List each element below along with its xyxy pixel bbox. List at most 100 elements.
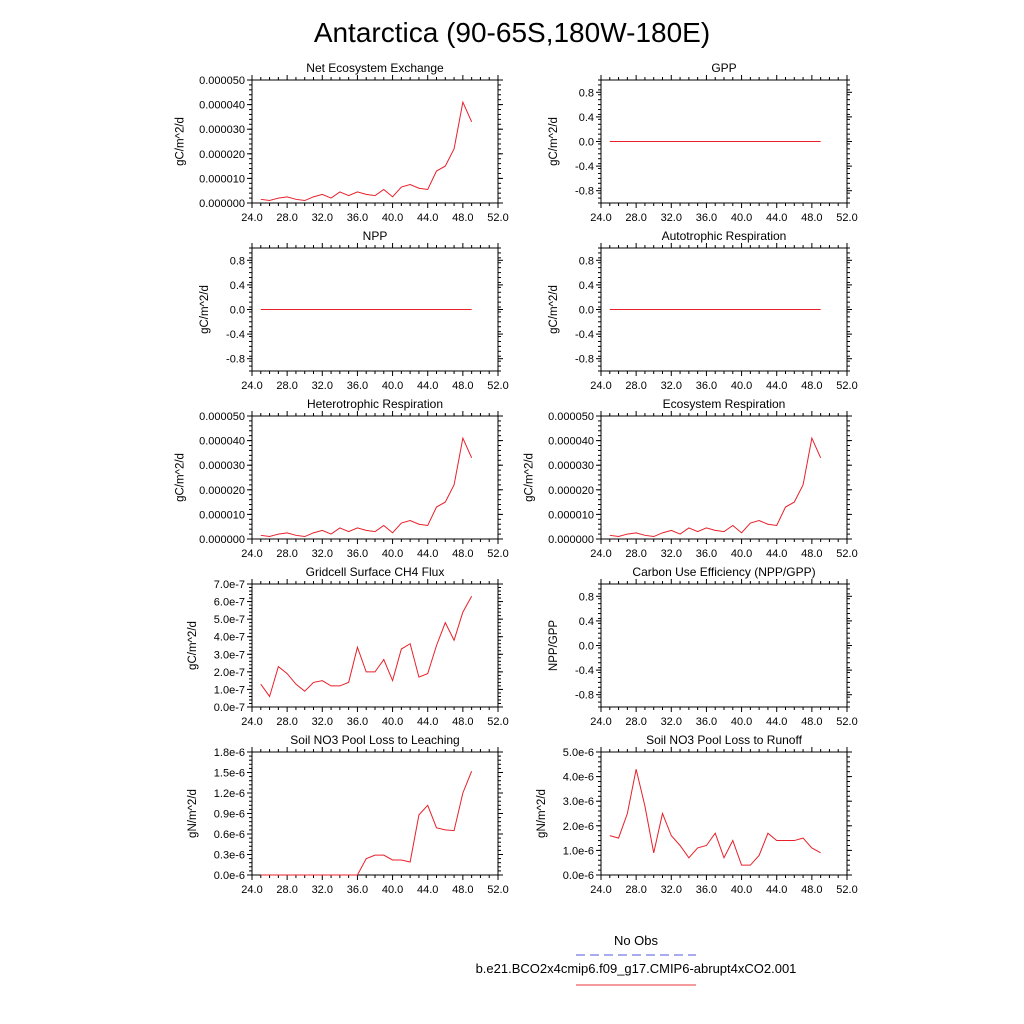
- y-tick-label: 0.8: [579, 255, 594, 267]
- x-tick-label: 32.0: [312, 716, 333, 728]
- x-tick-label: 44.0: [766, 548, 787, 560]
- panel-3: 24.0 28.0 32.0 36.0 40.0 44.0 48.0 52.0 -0.8 -0.4…: [548, 229, 858, 392]
- y-tick-label: 0.000050: [548, 411, 594, 423]
- y-tick-label: 0.3e-6: [214, 850, 245, 862]
- x-tick-label: 52.0: [836, 884, 857, 896]
- y-tick-label: 0.000010: [548, 509, 594, 521]
- x-tick-label: 24.0: [590, 884, 611, 896]
- panel-0: 24.0 28.0 32.0 36.0 40.0 44.0 48.0 52.0 0.000000…: [174, 61, 508, 224]
- y-tick-label: -0.4: [575, 665, 594, 677]
- y-tick-label: 0.000040: [199, 100, 245, 112]
- series-line: [260, 100, 473, 202]
- x-tick-label: 36.0: [347, 212, 368, 224]
- y-tick-label: 0.000000: [548, 534, 594, 546]
- x-tick-label: 24.0: [241, 884, 262, 896]
- x-tick-label: 44.0: [417, 212, 438, 224]
- legend: No Obs b.e21.BCO2x4cmip6.f09_g17.CMIP6-a…: [476, 933, 797, 986]
- panel-title: Soil NO3 Pool Loss to Leaching: [290, 733, 459, 747]
- x-tick-label: 24.0: [241, 548, 262, 560]
- panel-title: Heterotrophic Respiration: [307, 397, 443, 411]
- panel-title: Autotrophic Respiration: [662, 229, 787, 243]
- x-tick-label: 52.0: [836, 380, 857, 392]
- y-tick-label: 0.8: [579, 87, 594, 99]
- series-line: [260, 770, 473, 876]
- panel-9: 24.0 28.0 32.0 36.0 40.0 44.0 48.0 52.0 0.0e-6 1.…: [536, 733, 858, 896]
- x-tick-label: 52.0: [836, 212, 857, 224]
- y-tick-label: 3.0e-7: [214, 649, 245, 661]
- y-tick-label: 0.0: [579, 137, 594, 149]
- plot-frame: [600, 415, 848, 540]
- x-tick-label: 48.0: [452, 380, 473, 392]
- x-tick-label: 36.0: [347, 380, 368, 392]
- x-tick-label: 44.0: [766, 380, 787, 392]
- y-tick-label: 0.4: [230, 280, 245, 292]
- x-tick-label: 24.0: [241, 380, 262, 392]
- plot-frame: [251, 415, 499, 540]
- y-tick-label: -0.8: [575, 354, 594, 366]
- x-tick-label: 52.0: [836, 548, 857, 560]
- x-tick-label: 40.0: [731, 212, 752, 224]
- y-tick-label: 0.000040: [548, 436, 594, 448]
- y-tick-label: 0.0e-6: [214, 870, 245, 882]
- y-tick-label: 0.6e-6: [214, 829, 245, 841]
- x-tick-label: 44.0: [417, 380, 438, 392]
- x-tick-label: 36.0: [696, 884, 717, 896]
- y-axis-label: gN/m^2/d: [536, 789, 548, 838]
- panel-8: 24.0 28.0 32.0 36.0 40.0 44.0 48.0 52.0 0.0e-6 0.…: [187, 733, 509, 896]
- panel-title: Gridcell Surface CH4 Flux: [306, 565, 445, 579]
- x-tick-label: 52.0: [487, 212, 508, 224]
- y-tick-label: 0.000010: [199, 509, 245, 521]
- y-tick-label: 4.0e-7: [214, 632, 245, 644]
- y-axis-label: gC/m^2/d: [174, 117, 186, 166]
- y-tick-label: 0.000000: [199, 534, 245, 546]
- x-tick-label: 28.0: [276, 380, 297, 392]
- x-tick-label: 36.0: [696, 716, 717, 728]
- x-tick-label: 28.0: [276, 716, 297, 728]
- legend-label-model-run: b.e21.BCO2x4cmip6.f09_g17.CMIP6-abrupt4x…: [476, 961, 797, 976]
- panel-title: Carbon Use Efficiency (NPP/GPP): [632, 565, 815, 579]
- y-tick-label: 3.0e-6: [563, 796, 594, 808]
- x-tick-label: 44.0: [417, 884, 438, 896]
- y-tick-label: 0.4: [579, 280, 594, 292]
- panel-5: 24.0 28.0 32.0 36.0 40.0 44.0 48.0 52.0 0.000000…: [523, 397, 857, 560]
- x-tick-label: 52.0: [487, 380, 508, 392]
- y-tick-label: 7.0e-7: [214, 579, 245, 591]
- y-tick-label: 0.000050: [199, 75, 245, 87]
- y-tick-label: 0.000030: [199, 124, 245, 136]
- x-tick-label: 28.0: [625, 884, 646, 896]
- x-tick-label: 48.0: [801, 548, 822, 560]
- x-tick-label: 36.0: [347, 716, 368, 728]
- x-tick-label: 40.0: [382, 716, 403, 728]
- y-axis-label: NPP/GPP: [548, 620, 560, 671]
- x-tick-label: 44.0: [417, 716, 438, 728]
- x-tick-label: 32.0: [312, 884, 333, 896]
- series-line: [260, 436, 473, 538]
- panel-1: 24.0 28.0 32.0 36.0 40.0 44.0 48.0 52.0 -0.8 -0.4…: [548, 61, 858, 224]
- x-tick-label: 28.0: [276, 212, 297, 224]
- y-axis-label: gC/m^2/d: [199, 285, 211, 334]
- y-tick-label: 1.8e-6: [214, 747, 245, 759]
- y-tick-label: 0.000040: [199, 436, 245, 448]
- x-tick-label: 44.0: [766, 716, 787, 728]
- x-tick-label: 28.0: [625, 548, 646, 560]
- x-tick-label: 24.0: [590, 716, 611, 728]
- y-tick-label: 0.0: [579, 305, 594, 317]
- x-tick-label: 36.0: [347, 884, 368, 896]
- x-tick-label: 28.0: [276, 548, 297, 560]
- x-tick-label: 40.0: [731, 548, 752, 560]
- x-tick-label: 32.0: [661, 716, 682, 728]
- y-tick-label: 6.0e-7: [214, 597, 245, 609]
- series-line: [609, 769, 821, 866]
- y-axis-label: gC/m^2/d: [548, 285, 560, 334]
- legend-label-no-obs: No Obs: [614, 933, 659, 948]
- plot-frame: [600, 583, 848, 708]
- x-tick-label: 48.0: [801, 716, 822, 728]
- x-tick-label: 32.0: [661, 380, 682, 392]
- y-axis-label: gC/m^2/d: [187, 621, 199, 670]
- y-tick-label: -0.8: [575, 186, 594, 198]
- y-tick-label: 0.000000: [199, 198, 245, 210]
- panel-7: 24.0 28.0 32.0 36.0 40.0 44.0 48.0 52.0 -0.8 -0.4…: [548, 565, 858, 728]
- x-tick-label: 28.0: [625, 716, 646, 728]
- y-tick-label: 2.0e-7: [214, 667, 245, 679]
